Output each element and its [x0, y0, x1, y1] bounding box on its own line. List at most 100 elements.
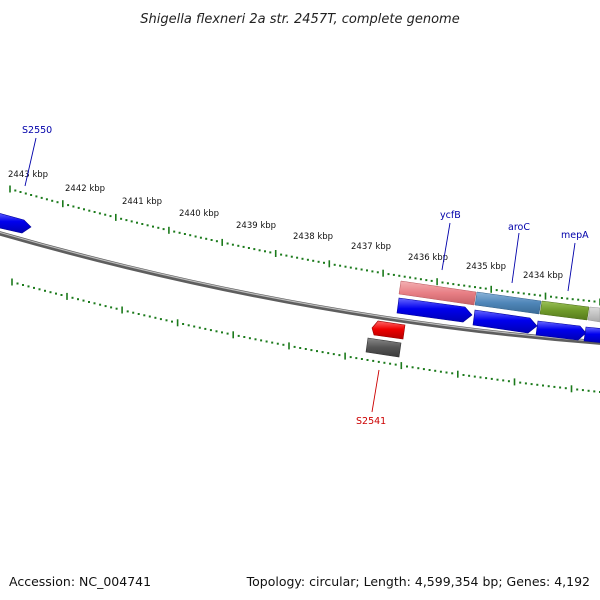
outer-ring-minor-tick — [141, 223, 144, 225]
inner-ring-minor-tick — [377, 360, 380, 363]
outer-ring-minor-tick — [40, 196, 43, 199]
outer-ring-minor-tick — [285, 254, 288, 257]
label-ycfB[interactable]: ycfB — [440, 210, 461, 221]
outer-ring-minor-tick — [566, 297, 569, 300]
inner-ring-minor-tick — [559, 386, 562, 389]
inner-ring-minor-tick — [71, 296, 74, 299]
outer-scale-ring — [9, 185, 600, 306]
outer-ring-minor-tick — [392, 273, 395, 276]
inner-ring-minor-tick — [536, 383, 539, 386]
outer-ring-minor-tick — [183, 233, 186, 235]
aroC-annotation-segment[interactable] — [474, 291, 542, 315]
inner-ring-minor-tick — [581, 389, 584, 392]
inner-ring-minor-tick — [221, 331, 223, 334]
inner-ring-minor-tick — [282, 343, 285, 346]
inner-ring-minor-tick — [355, 357, 358, 360]
inner-ring-major-tick — [176, 319, 179, 327]
outer-ring-minor-tick — [301, 257, 304, 260]
outer-ring-minor-tick — [280, 253, 283, 256]
outer-ring-minor-tick — [120, 217, 123, 220]
tick-label-2441: 2441 kbp — [122, 197, 162, 207]
outer-ring-minor-tick — [430, 279, 433, 282]
outer-ring-minor-tick — [588, 299, 591, 302]
inner-ring-minor-tick — [88, 301, 90, 303]
label-aroC[interactable]: aroC — [508, 222, 530, 233]
inner-ring-major-tick — [400, 362, 403, 370]
outer-ring-minor-tick — [210, 239, 213, 241]
outer-ring-minor-tick — [376, 271, 379, 274]
inner-ring-minor-tick — [310, 349, 313, 352]
inner-ring-major-tick — [344, 352, 346, 360]
inner-ring-minor-tick — [110, 306, 113, 309]
label-S2541[interactable]: S2541 — [356, 416, 386, 427]
inner-ring-minor-tick — [338, 354, 341, 357]
gene-S2550[interactable] — [0, 212, 32, 234]
inner-ring-minor-tick — [479, 376, 482, 379]
inner-ring-minor-tick — [93, 302, 96, 305]
inner-ring-minor-tick — [82, 299, 85, 302]
tick-label-2438: 2438 kbp — [293, 232, 333, 242]
inner-ring-minor-tick — [60, 294, 63, 296]
gene-S2541[interactable] — [371, 320, 406, 340]
tick-label-2435: 2435 kbp — [466, 262, 506, 272]
outer-ring-major-tick — [115, 213, 117, 221]
inner-ring-major-tick — [513, 378, 516, 386]
inner-ring-minor-tick — [27, 285, 30, 288]
S2541-annotation-segment[interactable] — [365, 337, 402, 358]
outer-ring-minor-tick — [237, 244, 240, 247]
gene-aroC[interactable] — [472, 309, 538, 334]
inner-ring-minor-tick — [496, 378, 499, 381]
outer-ring-minor-tick — [474, 286, 476, 289]
outer-ring-major-tick — [168, 226, 170, 234]
outer-ring-minor-tick — [72, 205, 75, 208]
inner-ring-minor-tick — [204, 327, 207, 330]
inner-ring-minor-tick — [165, 319, 168, 322]
tick-label-2443: 2443 kbp — [8, 170, 48, 180]
inner-ring-minor-tick — [77, 298, 79, 301]
inner-ring-minor-tick — [428, 369, 431, 371]
annotation-band — [398, 280, 600, 323]
outer-ring-minor-tick — [452, 283, 455, 286]
outer-ring-minor-tick — [189, 234, 192, 237]
inner-ring-minor-tick — [187, 324, 190, 327]
outer-ring-minor-tick — [296, 256, 299, 259]
outer-ring-minor-tick — [511, 291, 514, 294]
inner-ring-minor-tick — [417, 367, 420, 370]
inner-ring-minor-tick — [182, 323, 185, 325]
outer-ring-minor-tick — [205, 237, 208, 240]
outer-ring-minor-tick — [51, 199, 54, 202]
label-mepA[interactable]: mepA — [561, 230, 589, 241]
inner-ring-minor-tick — [55, 292, 57, 295]
outer-ring-minor-tick — [199, 236, 202, 239]
inner-ring-minor-tick — [321, 351, 324, 354]
inner-ring-minor-tick — [115, 307, 118, 310]
gene-ycfB[interactable] — [396, 297, 473, 323]
label-S2550[interactable]: S2550 — [22, 125, 52, 136]
inner-ring-minor-tick — [576, 388, 579, 391]
inner-ring-minor-tick — [422, 368, 425, 371]
inner-ring-minor-tick — [434, 369, 437, 372]
outer-ring-minor-tick — [136, 221, 138, 224]
inner-ring-major-tick — [232, 331, 234, 339]
outer-ring-minor-tick — [19, 191, 22, 193]
tick-label-2439: 2439 kbp — [236, 221, 276, 231]
inner-ring-minor-tick — [44, 289, 46, 292]
inner-ring-minor-tick — [519, 381, 522, 384]
outer-ring-minor-tick — [593, 300, 596, 303]
gene-mepA[interactable] — [535, 320, 587, 341]
gene-partial-right[interactable] — [583, 326, 600, 343]
inner-ring-minor-tick — [243, 336, 246, 338]
outer-ring-minor-tick — [577, 298, 580, 301]
outer-ring-minor-tick — [555, 296, 558, 299]
inner-ring-minor-tick — [132, 311, 135, 314]
outer-ring-minor-tick — [441, 281, 444, 284]
outer-ring-minor-tick — [67, 204, 70, 207]
ycfB-annotation-segment[interactable] — [398, 280, 477, 306]
outer-ring-major-tick — [274, 250, 277, 257]
outer-ring-major-tick — [62, 200, 64, 208]
annotation-segment-unassigned[interactable] — [587, 306, 600, 323]
inner-ring-minor-tick — [349, 356, 352, 359]
outer-ring-minor-tick — [24, 192, 27, 195]
mepA-annotation-segment[interactable] — [539, 300, 590, 321]
inner-ring-minor-tick — [126, 310, 129, 313]
